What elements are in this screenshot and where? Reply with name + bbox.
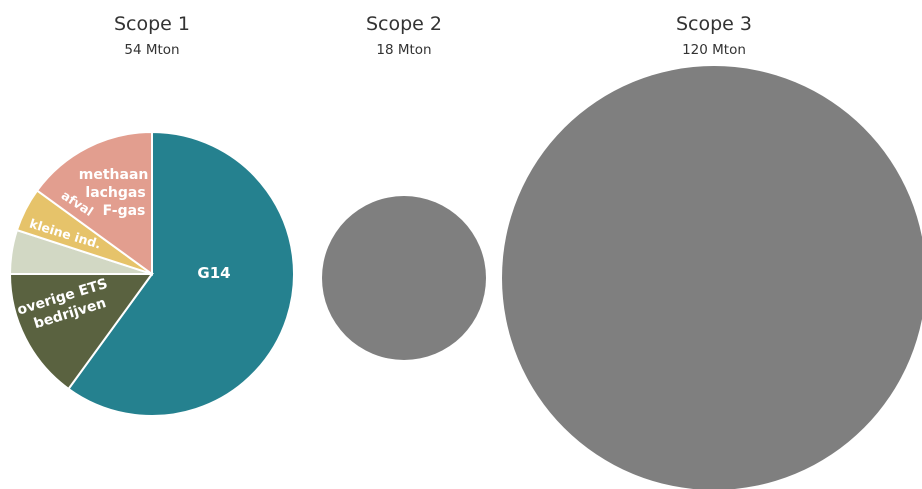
- slice-label-methaan: methaan lachgas F-gas: [79, 167, 153, 219]
- scope2-bubble: [322, 196, 486, 360]
- slice-label-g14: G14: [197, 264, 230, 282]
- scope1-pie: [8, 130, 295, 417]
- slice-label-methaan-line1: methaan: [79, 167, 149, 183]
- scope2-subtitle: 18 Mton: [376, 42, 431, 58]
- scope3-bubble: [502, 66, 922, 489]
- scope3-title: Scope 3: [676, 13, 752, 35]
- pie-slice-methaan: [35, 130, 153, 276]
- pie-slice-g14: [67, 130, 295, 417]
- slice-label-methaan-line3: F-gas: [103, 203, 146, 219]
- scope1-title: Scope 1: [114, 13, 190, 35]
- scope3-subtitle: 120 Mton: [682, 42, 746, 58]
- scope2-title: Scope 2: [366, 13, 442, 35]
- pie-slice-overige: [8, 273, 154, 391]
- scope1-subtitle: 54 Mton: [124, 42, 179, 58]
- slice-label-methaan-line2: lachgas: [85, 185, 145, 201]
